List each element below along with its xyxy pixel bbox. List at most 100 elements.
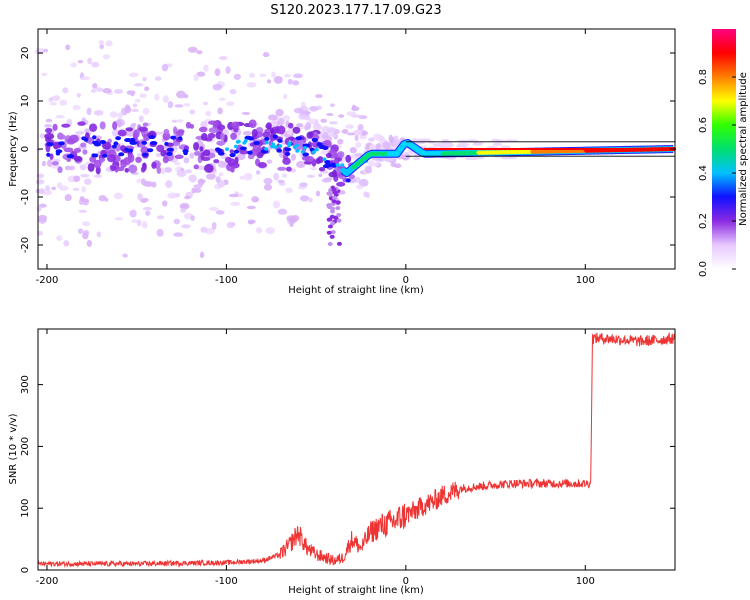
spectral-blob [68, 165, 76, 171]
spectral-blob [336, 181, 346, 187]
spectral-blob [182, 149, 189, 154]
spectral-blob [41, 72, 48, 77]
spectral-blob [77, 59, 84, 64]
spectrogram-y-tick-label: -10 [20, 189, 31, 205]
spectrogram-x-tick-label: -200 [36, 275, 59, 286]
spectral-blob [248, 72, 256, 79]
spectral-blob [58, 141, 65, 146]
colorbar-tick-label: 0.4 [698, 165, 709, 181]
spectral-blob [285, 187, 293, 193]
spectral-blob [161, 63, 169, 72]
spectral-blob [315, 190, 321, 197]
spectral-blob [82, 229, 90, 236]
spectral-blob [46, 142, 54, 147]
spectral-blob [45, 185, 51, 192]
spectral-blob [358, 178, 369, 187]
spectral-blob [200, 132, 208, 141]
spectral-blob [120, 159, 127, 168]
spectral-blob [308, 197, 313, 203]
spectral-blob [128, 72, 139, 78]
spectral-blob [77, 121, 86, 126]
spectral-blob [139, 93, 147, 99]
spectral-blob [284, 151, 291, 156]
spectral-blob [111, 144, 117, 149]
snr-y-tick-label: 100 [20, 499, 31, 518]
spectral-blob [220, 132, 225, 141]
spectral-blob [345, 154, 352, 163]
spectral-blob [156, 144, 165, 153]
spectral-blob [330, 230, 336, 235]
spectral-blob [72, 105, 81, 111]
spectral-blob [154, 76, 162, 81]
spectral-blob [142, 107, 150, 115]
spectral-blob [49, 153, 54, 160]
spectral-blob [243, 139, 248, 143]
spectral-blob [170, 135, 177, 140]
spectral-blob [438, 144, 448, 148]
spectral-blob [57, 132, 64, 140]
snr-frame [37, 328, 676, 571]
spectral-blob [193, 73, 199, 82]
spectral-blob [466, 139, 474, 143]
spectral-blob [173, 218, 181, 225]
spectral-blob [271, 71, 276, 78]
spectral-blob [248, 119, 257, 129]
colorbar-tick-label: 0.2 [698, 213, 709, 229]
spectral-blob [55, 114, 65, 119]
spectral-blob [187, 46, 198, 53]
spectral-blob [275, 125, 280, 134]
spectral-blob [320, 125, 330, 134]
spectrogram-cells [34, 40, 519, 259]
spectral-blob [311, 150, 316, 154]
spectral-blob [56, 182, 63, 189]
snr-x-ticks: -200 -100 0 100 [36, 329, 595, 587]
spectral-blob [328, 121, 338, 125]
spectral-blob [81, 136, 87, 141]
spectral-blob [335, 163, 340, 167]
spectral-blob [199, 146, 204, 152]
spectral-blob [189, 109, 196, 115]
spectral-blob [80, 76, 91, 81]
spectral-blob [130, 219, 139, 223]
spectral-blob [117, 112, 123, 120]
spectral-blob [242, 130, 252, 136]
spectral-blob [163, 128, 170, 135]
spectral-blob [322, 164, 330, 169]
spectral-blob [190, 215, 195, 222]
spectral-blob [315, 94, 323, 99]
spectral-blob [339, 190, 346, 195]
spectral-blob [131, 108, 139, 113]
spectral-blob [164, 167, 172, 173]
snr-x-tick-label: 100 [576, 576, 595, 587]
spectral-blob [300, 195, 310, 202]
spectral-blob [68, 134, 79, 144]
colorbar: 0.0 0.2 0.4 0.6 0.8 Normalized spectral ampl… [698, 29, 749, 277]
snr-y-tick-label: 0 [20, 567, 31, 573]
spectral-blob [162, 200, 168, 207]
spectral-blob [39, 187, 45, 195]
spectral-blob [183, 157, 190, 164]
spectral-blob [239, 146, 247, 151]
spectral-blob [92, 140, 100, 145]
spectral-blob [165, 180, 173, 189]
ridge-cell [397, 146, 404, 152]
spectral-blob [327, 224, 333, 229]
spectral-blob [78, 209, 87, 213]
ridge-cell [347, 167, 354, 173]
spectral-blob [345, 124, 355, 129]
spectral-blob [101, 153, 108, 158]
spectral-blob [176, 169, 187, 178]
spectral-blob [287, 122, 294, 129]
spectral-blob [180, 207, 186, 214]
spectral-blob [293, 107, 304, 114]
spectral-blob [142, 122, 149, 127]
spectral-blob [174, 161, 181, 166]
spectral-blob [154, 93, 160, 101]
spectral-blob [151, 161, 157, 169]
spectral-blob [324, 160, 331, 165]
spectral-blob [292, 126, 301, 134]
spectral-blob [181, 224, 191, 229]
spectral-blob [218, 172, 224, 177]
spectral-blob [330, 103, 335, 107]
